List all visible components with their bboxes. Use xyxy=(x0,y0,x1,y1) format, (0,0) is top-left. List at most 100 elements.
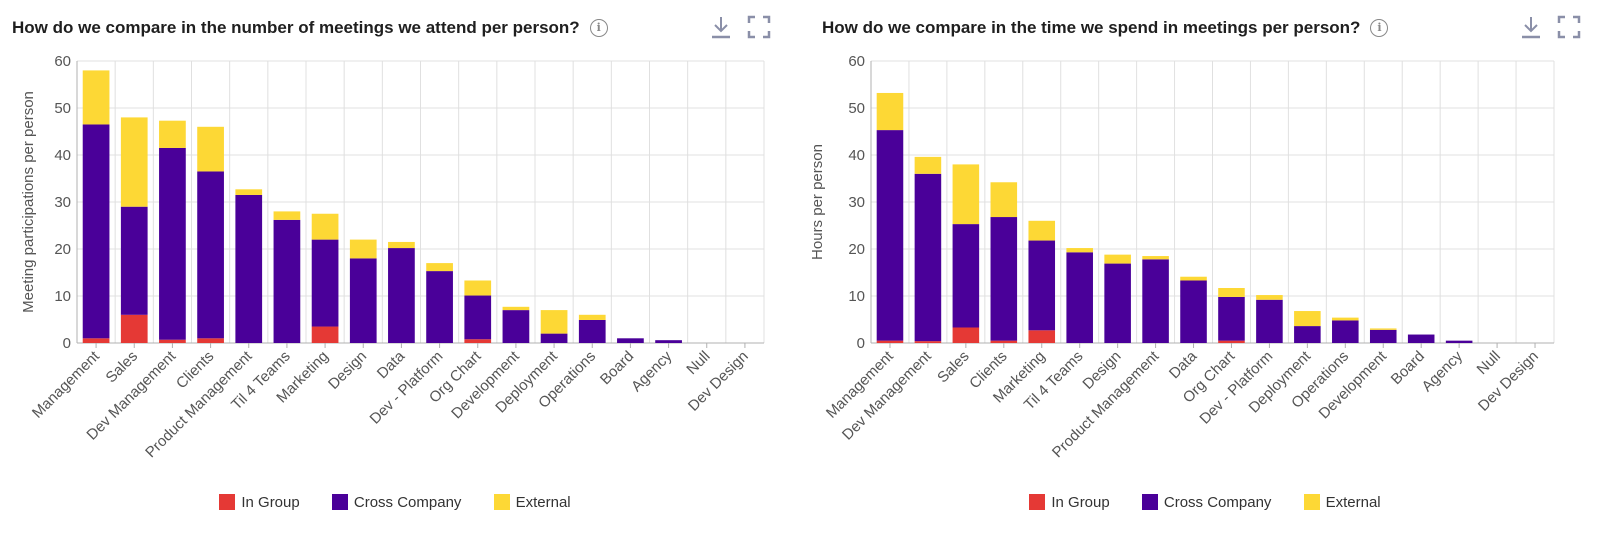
bar-cross-company-development xyxy=(502,310,530,343)
legend-item-cross-company[interactable]: Cross Company xyxy=(331,494,462,511)
legend-swatch xyxy=(1029,494,1046,510)
bar-cross-company-product-management xyxy=(1142,259,1169,343)
y-tick-label: 60 xyxy=(848,53,865,70)
bar-cross-company-deployment xyxy=(540,333,568,343)
chart-title-text: How do we compare in the number of meeti… xyxy=(12,18,580,37)
bar-external-clients xyxy=(990,182,1018,218)
download-icon[interactable] xyxy=(708,14,734,40)
panel-header: How do we compare in the time we spend i… xyxy=(822,14,1592,44)
bar-in-group-dev-management xyxy=(159,339,186,343)
bar-external-data xyxy=(1180,276,1207,281)
y-tick-label: 10 xyxy=(848,288,865,305)
bar-external-management xyxy=(876,92,904,131)
bar-cross-company-til-4-teams xyxy=(1066,252,1093,343)
legend-label: In Group xyxy=(1051,494,1110,511)
bar-in-group-management xyxy=(82,338,110,343)
legend-label: Cross Company xyxy=(353,494,462,511)
bar-cross-company-deployment xyxy=(1294,326,1321,343)
y-tick-label: 30 xyxy=(848,194,865,211)
bar-cross-company-sales xyxy=(120,206,148,315)
bar-external-clients xyxy=(197,126,224,172)
y-tick-label: 0 xyxy=(63,335,71,352)
bar-in-group-management xyxy=(876,340,904,343)
bar-cross-company-board xyxy=(1407,334,1435,343)
bar-cross-company-operations xyxy=(578,319,606,343)
bar-in-group-dev-management xyxy=(914,341,942,343)
bar-cross-company-management xyxy=(82,124,110,339)
chart-title: How do we compare in the time we spend i… xyxy=(822,18,1389,38)
legend-label: In Group xyxy=(241,494,300,511)
legend-label: External xyxy=(1325,494,1381,511)
x-tick-label: Management xyxy=(29,347,104,422)
y-tick-label: 40 xyxy=(848,147,865,164)
bar-cross-company-org-chart xyxy=(1218,296,1245,341)
bar-cross-company-clients xyxy=(197,171,224,339)
bar-external-dev-platform xyxy=(1256,295,1283,300)
bar-cross-company-clients xyxy=(990,217,1018,341)
bar-cross-company-board xyxy=(617,338,644,343)
legend-item-in-group[interactable]: In Group xyxy=(219,494,300,511)
bar-external-product-management xyxy=(235,189,263,195)
expand-icon[interactable] xyxy=(746,14,772,40)
y-tick-label: 60 xyxy=(54,53,71,70)
legend-swatch xyxy=(1141,494,1158,510)
bar-external-design xyxy=(349,239,377,259)
legend-swatch xyxy=(1303,494,1320,510)
y-tick-label: 0 xyxy=(857,335,865,352)
bar-external-sales xyxy=(952,164,980,225)
expand-icon[interactable] xyxy=(1556,14,1582,40)
legend-item-external[interactable]: External xyxy=(1303,494,1381,511)
bar-external-deployment xyxy=(1294,311,1321,327)
bar-cross-company-dev-management xyxy=(159,147,186,340)
bar-in-group-sales xyxy=(120,314,148,343)
bar-cross-company-agency xyxy=(1445,340,1473,343)
download-icon[interactable] xyxy=(1518,14,1544,40)
x-tick-label: Agency xyxy=(1419,347,1467,395)
bar-cross-company-design xyxy=(349,258,377,343)
bar-external-sales xyxy=(120,117,148,207)
bar-external-org-chart xyxy=(1218,288,1245,297)
y-tick-label: 50 xyxy=(54,100,71,117)
info-icon[interactable]: i xyxy=(589,19,608,37)
y-tick-label: 20 xyxy=(54,241,71,258)
bar-cross-company-design xyxy=(1104,263,1131,343)
chart-title-text: How do we compare in the time we spend i… xyxy=(822,18,1361,37)
bar-in-group-sales xyxy=(952,327,980,343)
y-tick-label: 30 xyxy=(54,194,71,211)
x-tick-label: Null xyxy=(1474,348,1504,378)
legend-item-cross-company[interactable]: Cross Company xyxy=(1141,494,1272,511)
bar-cross-company-marketing xyxy=(1028,240,1056,331)
bar-external-development xyxy=(1369,328,1397,330)
x-tick-label: Null xyxy=(683,348,713,378)
bar-in-group-clients xyxy=(990,340,1018,343)
bar-external-til-4-teams xyxy=(1066,248,1093,253)
y-tick-label: 10 xyxy=(54,288,71,305)
bar-external-operations xyxy=(578,314,606,320)
legend-item-in-group[interactable]: In Group xyxy=(1029,494,1110,511)
bar-external-data xyxy=(388,241,415,249)
bar-external-til-4-teams xyxy=(273,211,301,220)
x-tick-label: Data xyxy=(1166,347,1201,382)
y-axis-title: Meeting participations per person xyxy=(20,91,37,313)
bar-cross-company-agency xyxy=(655,340,682,343)
legend-item-external[interactable]: External xyxy=(493,494,571,511)
bar-external-dev-management xyxy=(914,156,942,174)
bar-external-marketing xyxy=(1028,220,1056,241)
bar-external-dev-platform xyxy=(426,263,453,272)
bar-external-dev-management xyxy=(159,120,186,148)
legend: In Group Cross Company External xyxy=(810,494,1600,511)
bar-in-group-org-chart xyxy=(1218,340,1245,343)
x-tick-label: Agency xyxy=(628,347,676,395)
bar-external-product-management xyxy=(1142,256,1169,260)
bar-cross-company-dev-management xyxy=(914,173,942,342)
bar-cross-company-development xyxy=(1369,329,1397,343)
y-tick-label: 20 xyxy=(848,241,865,258)
info-icon[interactable]: i xyxy=(1370,19,1389,37)
bar-cross-company-sales xyxy=(952,224,980,328)
legend-swatch xyxy=(219,494,236,510)
bar-in-group-marketing xyxy=(1028,330,1056,343)
chart-title: How do we compare in the number of meeti… xyxy=(12,18,608,38)
legend-label: Cross Company xyxy=(1163,494,1272,511)
bar-cross-company-org-chart xyxy=(464,295,492,340)
bar-cross-company-marketing xyxy=(311,239,339,327)
